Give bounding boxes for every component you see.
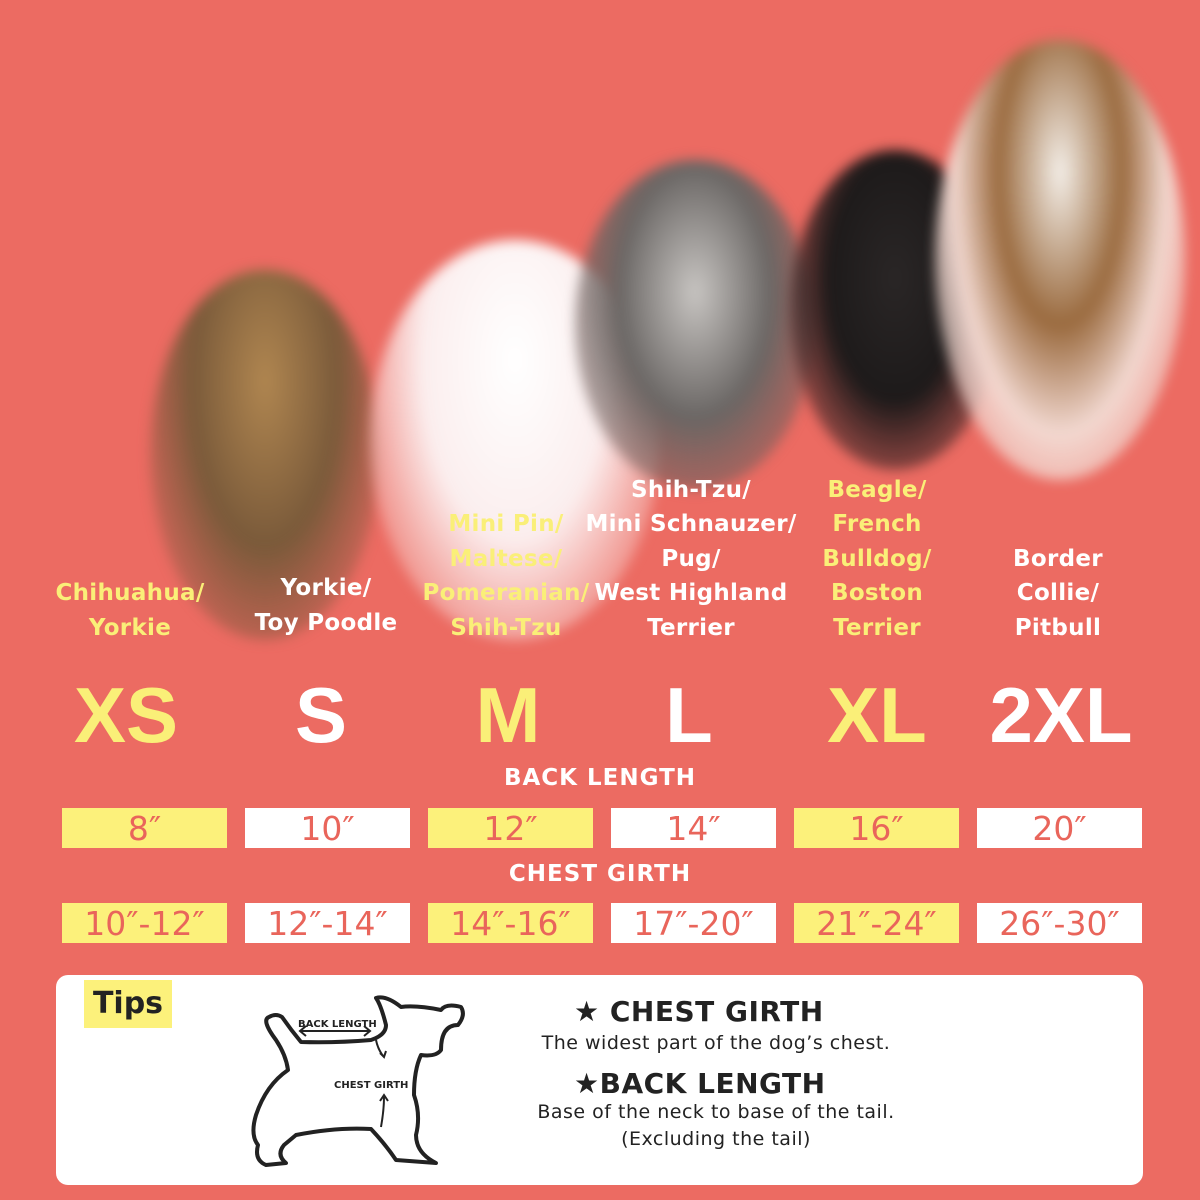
breed-line: Pug/ bbox=[661, 545, 721, 572]
breed-label-m: Mini Pin/Maltese/Pomeranian/Shih-Tzu bbox=[411, 507, 601, 645]
breed-line: Terrier bbox=[647, 614, 735, 641]
breed-line: West Highland bbox=[594, 580, 788, 606]
breed-label-xl: Beagle/French Bulldog/Boston Terrier bbox=[782, 473, 972, 646]
arrow-heads bbox=[298, 1025, 372, 1037]
tips-panel: Tips BACK LENGTH CHEST GIRTH ★ CHEST GIR… bbox=[56, 975, 1143, 1185]
breed-line: Beagle/ bbox=[827, 476, 927, 503]
back-length-title: ★BACK LENGTH bbox=[574, 1067, 974, 1100]
chest-girth-xl: 21″-24″ bbox=[794, 903, 959, 943]
back-length-heading: BACK LENGTH bbox=[503, 765, 697, 791]
breed-line: Chihuahua/ bbox=[55, 580, 205, 606]
back-length-title-text: BACK LENGTH bbox=[599, 1067, 826, 1100]
breed-line: Yorkie/ bbox=[280, 575, 372, 601]
breed-line: Border bbox=[1013, 545, 1103, 572]
back-length-s: 10″ bbox=[245, 808, 410, 848]
diagram-back-length-label: BACK LENGTH bbox=[298, 1019, 377, 1030]
breed-line: Shih-Tzu/ bbox=[631, 476, 751, 503]
chest-girth-desc: The widest part of the dog’s chest. bbox=[541, 1032, 891, 1054]
size-s: S bbox=[294, 671, 348, 759]
chest-girth-m: 14″-16″ bbox=[428, 903, 593, 943]
breed-line: Terrier bbox=[833, 614, 921, 641]
back-length-xl: 16″ bbox=[794, 808, 959, 848]
breed-label-l: Shih-Tzu/Mini Schnauzer/Pug/West Highlan… bbox=[581, 473, 801, 646]
chest-girth-title-text: CHEST GIRTH bbox=[609, 995, 824, 1028]
tips-badge: Tips bbox=[84, 980, 172, 1028]
chest-girth-2xl: 26″-30″ bbox=[977, 903, 1142, 943]
size-2xl: 2XL bbox=[989, 671, 1133, 759]
dog-outline-icon bbox=[251, 995, 465, 1167]
size-l: L bbox=[665, 671, 713, 759]
breed-line: Collie/ bbox=[1016, 580, 1100, 606]
breed-line: Toy Poodle bbox=[254, 609, 398, 636]
breed-label-s: Yorkie/Toy Poodle bbox=[231, 571, 421, 640]
size-xl: XL bbox=[827, 671, 927, 759]
schnauzer-photo bbox=[575, 160, 815, 490]
diagram-chest-girth-label: CHEST GIRTH bbox=[334, 1080, 408, 1091]
yorkie-photo bbox=[150, 270, 380, 640]
breed-line: Bulldog/ bbox=[822, 545, 932, 572]
breed-label-xs: Chihuahua/Yorkie bbox=[35, 576, 225, 645]
size-xs: XS bbox=[73, 671, 179, 759]
chest-girth-title: ★ CHEST GIRTH bbox=[574, 995, 974, 1028]
back-length-l: 14″ bbox=[611, 808, 776, 848]
chest-arrow-bottom bbox=[379, 1093, 389, 1128]
breed-line: Pomeranian/ bbox=[422, 580, 590, 606]
star-icon: ★ bbox=[574, 1067, 600, 1100]
breed-line: Boston bbox=[831, 580, 923, 606]
chest-girth-heading: CHEST GIRTH bbox=[508, 861, 692, 887]
back-length-desc: Base of the neck to base of the tail. bbox=[537, 1101, 895, 1123]
dog-measurement-diagram: BACK LENGTH CHEST GIRTH bbox=[251, 995, 465, 1167]
back-length-note: (Excluding the tail) bbox=[621, 1128, 811, 1150]
breed-line: Yorkie bbox=[88, 614, 172, 641]
back-length-m: 12″ bbox=[428, 808, 593, 848]
back-length-2xl: 20″ bbox=[977, 808, 1142, 848]
chest-girth-s: 12″-14″ bbox=[245, 903, 410, 943]
breed-line: Pitbull bbox=[1014, 614, 1102, 641]
chest-girth-xs: 10″-12″ bbox=[62, 903, 227, 943]
breed-line: Mini Schnauzer/ bbox=[585, 511, 797, 537]
breed-line: French bbox=[832, 511, 922, 537]
breed-line: Mini Pin/ bbox=[448, 511, 564, 537]
breed-line: Shih-Tzu bbox=[450, 614, 562, 641]
breed-label-2xl: Border Collie/Pitbull bbox=[963, 542, 1153, 646]
chest-arrow-top bbox=[375, 1039, 387, 1059]
chest-girth-l: 17″-20″ bbox=[611, 903, 776, 943]
back-length-xs: 8″ bbox=[62, 808, 227, 848]
size-m: M bbox=[475, 671, 541, 759]
bulldog-photo bbox=[935, 40, 1185, 480]
star-icon: ★ bbox=[574, 995, 600, 1028]
breed-line: Maltese/ bbox=[449, 545, 563, 572]
